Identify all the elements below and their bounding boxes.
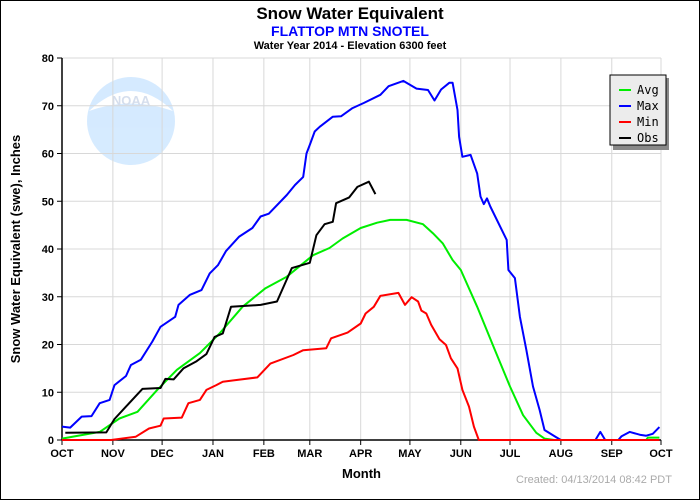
legend-box (609, 74, 667, 146)
noaa-logo: NOAA (87, 77, 175, 165)
y-tick-label: 30 (42, 292, 54, 304)
x-tick-label: OCT (649, 448, 673, 460)
noaa-logo-circle (87, 77, 175, 165)
x-axis-label: Month (342, 466, 381, 481)
y-tick-label: 40 (42, 244, 54, 256)
station-name: FLATTOP MTN SNOTEL (271, 23, 429, 39)
x-tick-label: JAN (202, 448, 224, 460)
chart-title: Snow Water Equivalent (256, 4, 444, 23)
y-tick-label: 20 (42, 340, 54, 352)
series-line-min (62, 291, 660, 441)
y-tick-label: 0 (48, 435, 54, 447)
y-tick-label: 60 (42, 149, 54, 161)
y-axis-label: Snow Water Equivalent (swe), Inches (8, 135, 23, 364)
series-line-max (61, 79, 661, 441)
series-line-avg (61, 218, 660, 441)
x-tick-label: OCT (50, 448, 74, 460)
x-tick-label: MAR (297, 448, 322, 460)
y-tick-label: 10 (42, 387, 54, 399)
x-tick-label: AUG (549, 448, 573, 460)
legend: Avg Max Min Obs (609, 74, 669, 150)
y-tick-label: 50 (42, 196, 54, 208)
y-tick-label: 70 (42, 101, 54, 113)
legend-label-max: Max (637, 99, 659, 113)
series-line-obs (65, 180, 377, 434)
x-tick-label: JUN (450, 448, 472, 460)
chart-subtitle: Water Year 2014 - Elevation 6300 feet (253, 40, 447, 52)
noaa-logo-text: NOAA (112, 93, 151, 108)
x-tick-label: APR (349, 448, 372, 460)
y-tick-label: 80 (42, 53, 54, 65)
x-tick-label: NOV (101, 448, 126, 460)
legend-label-min: Min (637, 115, 659, 129)
x-tick-label: FEB (253, 448, 275, 460)
x-tick-label: JUL (500, 448, 521, 460)
created-timestamp: Created: 04/13/2014 08:42 PDT (516, 474, 672, 486)
legend-label-avg: Avg (637, 83, 659, 97)
x-tick-label: MAY (398, 448, 422, 460)
legend-label-obs: Obs (637, 131, 659, 145)
x-tick-label: SEP (601, 448, 623, 460)
noaa-logo-bird (89, 91, 173, 111)
x-tick-label: DEC (150, 448, 173, 460)
